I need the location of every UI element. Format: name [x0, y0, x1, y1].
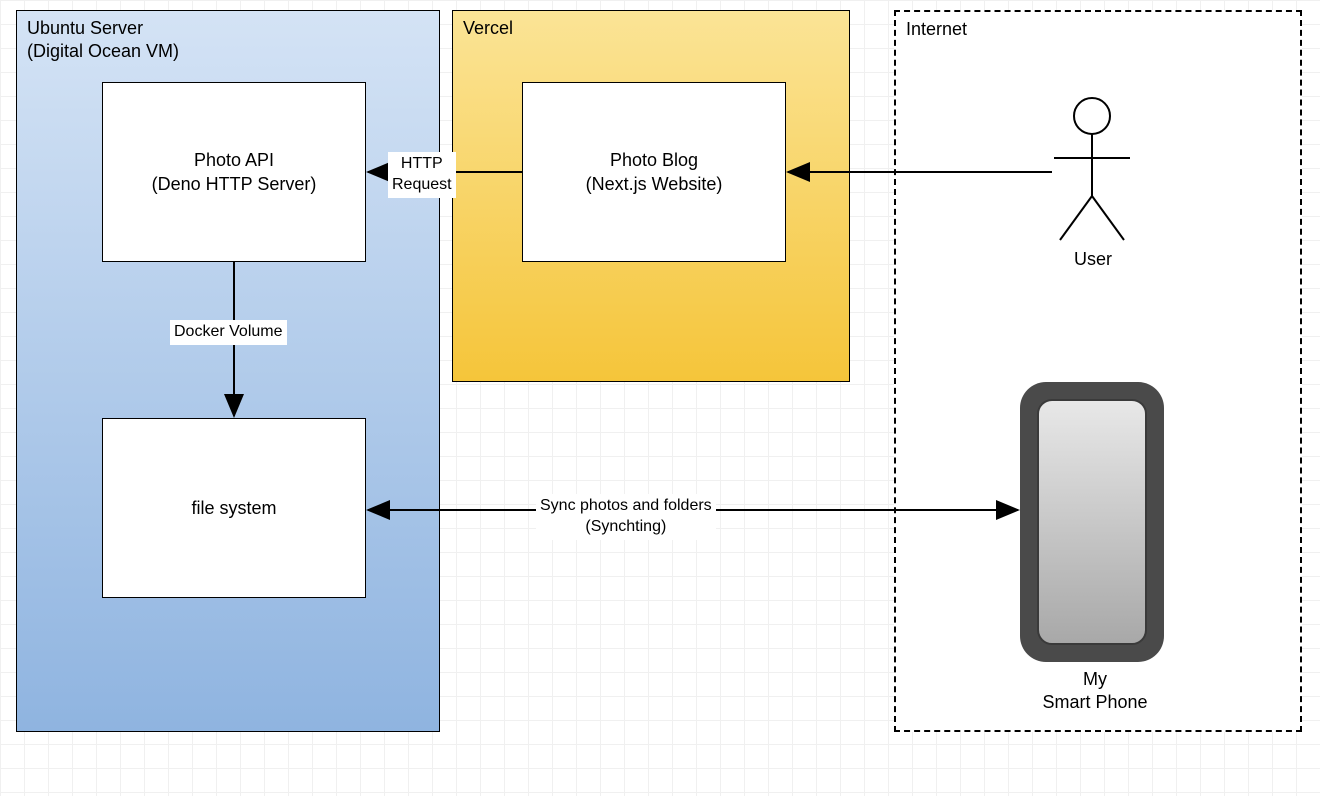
edge-label-sync: Sync photos and folders (Synchting)	[536, 494, 716, 540]
box-file-system-text: file system	[191, 496, 276, 520]
box-photo-blog: Photo Blog (Next.js Website)	[522, 82, 786, 262]
container-internet: Internet	[894, 10, 1302, 732]
edge-label-docker: Docker Volume	[170, 320, 287, 345]
container-ubuntu-label: Ubuntu Server (Digital Ocean VM)	[27, 17, 179, 64]
box-file-system: file system	[102, 418, 366, 598]
phone-label: My Smart Phone	[1030, 668, 1160, 715]
box-photo-api-text: Photo API (Deno HTTP Server)	[152, 148, 317, 197]
container-vercel-label: Vercel	[463, 17, 513, 40]
container-internet-label: Internet	[906, 18, 967, 41]
box-photo-api: Photo API (Deno HTTP Server)	[102, 82, 366, 262]
box-photo-blog-text: Photo Blog (Next.js Website)	[586, 148, 723, 197]
edge-label-http: HTTP Request	[388, 152, 456, 198]
user-label: User	[1060, 248, 1126, 271]
